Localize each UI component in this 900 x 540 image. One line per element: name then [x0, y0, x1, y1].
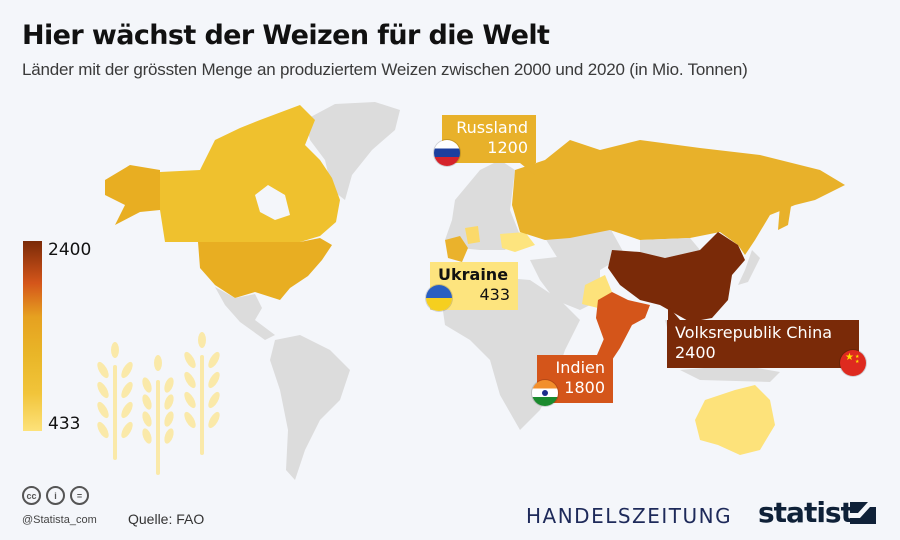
wheat-icon [97, 332, 220, 475]
australia [695, 385, 775, 455]
mexico [215, 287, 275, 340]
callout-country: Volksrepublik China [675, 323, 833, 342]
mongolia [640, 238, 700, 258]
france [445, 236, 468, 262]
creative-commons-icons: cc i = [22, 486, 89, 505]
legend-min-label: 433 [48, 414, 81, 434]
canada [160, 105, 340, 242]
callout-indien: Indien 1800 [537, 355, 613, 403]
indonesia [680, 365, 780, 382]
india-flag-icon [532, 380, 558, 406]
callout-country: Indien [555, 358, 605, 377]
color-scale-legend [23, 241, 42, 431]
callout-country: Russland [456, 118, 528, 137]
callout-country: Ukraine [438, 265, 509, 284]
callout-value: 433 [479, 285, 510, 304]
callout-china: Volksrepublik China 2400 [667, 320, 859, 368]
ukraine [500, 232, 535, 252]
legend-max-label: 2400 [48, 240, 92, 260]
statista-logo-icon [850, 502, 876, 524]
statista-handle: @Statista_com [22, 514, 97, 526]
south-america [270, 335, 350, 480]
russia-flag-icon [434, 140, 460, 166]
callout-value: 1200 [487, 138, 528, 157]
china [608, 232, 745, 322]
alaska [105, 165, 160, 225]
europe [445, 160, 520, 250]
attribution-icon: i [46, 486, 65, 505]
cc-icon: cc [22, 486, 41, 505]
germany [465, 226, 480, 244]
usa [198, 238, 332, 300]
chart-title: Hier wächst der Weizen für die Welt [22, 20, 550, 51]
handelszeitung-logo: HANDELSZEITUNG [526, 504, 733, 528]
source-label: Quelle: FAO [128, 511, 205, 527]
russia [512, 140, 845, 255]
ukraine-flag-icon [426, 285, 452, 311]
callout-value: 1800 [564, 378, 605, 397]
no-derivatives-icon: = [70, 486, 89, 505]
callout-value: 2400 [675, 343, 716, 362]
china-flag-icon: ★ ★ ★ [840, 350, 866, 376]
middle-east [530, 255, 600, 310]
chart-subtitle: Länder mit der grössten Menge an produzi… [22, 60, 748, 79]
japan [738, 250, 760, 285]
